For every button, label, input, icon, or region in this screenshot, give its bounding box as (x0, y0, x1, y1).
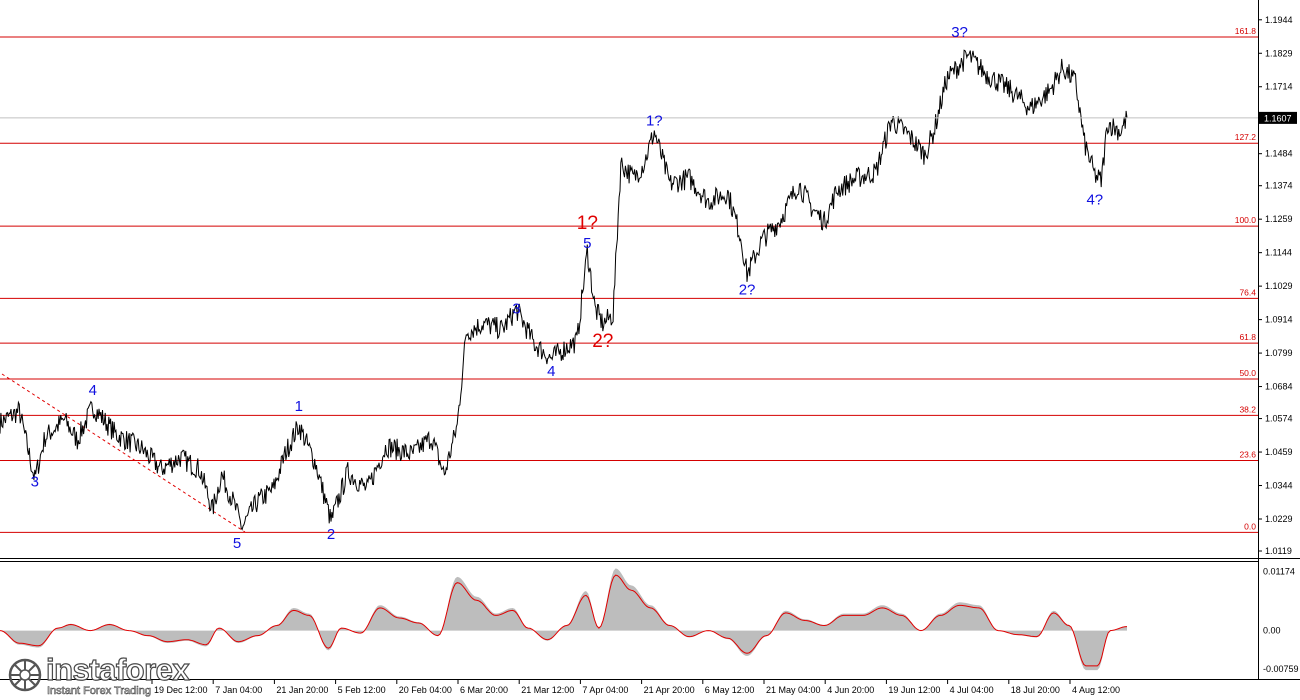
oscillator-signal-line (0, 574, 1128, 667)
oscillator-tick-label: 0.01174 (1263, 566, 1295, 576)
fib-level-label: 50.0 (1239, 368, 1256, 378)
price-tick-label: 1.0459 (1265, 447, 1293, 457)
fib-level-label: 38.2 (1239, 404, 1256, 414)
wave-label: 1? (646, 113, 663, 130)
trendline (1, 373, 246, 533)
current-price-tag (1259, 111, 1297, 124)
price-tick-label: 1.1944 (1265, 15, 1293, 25)
time-tick-label: 6 May 12:00 (705, 685, 755, 695)
wave-label: 5 (233, 535, 241, 552)
fib-level-label: 127.2 (1235, 132, 1257, 142)
price-series (0, 49, 1128, 531)
dashed-trendline (1, 373, 246, 533)
time-tick-label: 4 Jul 04:00 (950, 685, 994, 695)
price-tick-label: 1.1144 (1265, 248, 1292, 258)
time-tick-label: 19 Jun 12:00 (888, 685, 940, 695)
price-tick-label: 1.1714 (1265, 82, 1293, 92)
wave-label: 3? (951, 24, 968, 41)
wave-label: 1? (577, 213, 598, 234)
price-tick-label: 1.0914 (1265, 315, 1293, 325)
time-tick-label: 7 Jan 04:00 (215, 685, 262, 695)
time-tick-label: 7 Apr 04:00 (582, 685, 628, 695)
oscillator-tick-label: 0.00 (1263, 626, 1281, 636)
price-tick-label: 1.1259 (1265, 214, 1293, 224)
price-tick-label: 1.0119 (1265, 546, 1292, 556)
price-tick-label: 1.0574 (1265, 414, 1293, 424)
wave-label: 1 (295, 398, 303, 415)
wave-label: 2? (592, 331, 613, 352)
fib-level-label: 161.8 (1235, 26, 1257, 36)
price-tick-label: 1.1374 (1265, 181, 1293, 191)
instaforex-logo-icon (8, 658, 42, 692)
time-tick-label: 4 Jun 20:00 (827, 685, 874, 695)
oscillator-histogram (0, 568, 1127, 671)
fib-level-label: 76.4 (1239, 287, 1256, 297)
fib-level-label: 100.0 (1235, 215, 1257, 225)
price-tick-label: 1.0799 (1265, 348, 1293, 358)
price-tick-label: 1.0344 (1265, 481, 1293, 491)
fib-level-label: 61.8 (1239, 332, 1256, 342)
wave-label: 3 (512, 300, 520, 317)
time-tick-label: 21 Jan 20:00 (276, 685, 328, 695)
logo-wordmark: instaforex (45, 651, 190, 687)
price-tick-label: 1.0229 (1265, 514, 1293, 524)
wave-label: 4? (1086, 191, 1103, 208)
oscillator-series (0, 568, 1128, 671)
wave-label: 4 (547, 363, 555, 380)
time-tick-label: 21 May 04:00 (766, 685, 821, 695)
time-tick-label: 6 Mar 20:00 (460, 685, 508, 695)
wave-label: 4 (89, 382, 97, 399)
time-tick-label: 21 Mar 12:00 (521, 685, 574, 695)
price-tick-label: 1.1829 (1265, 48, 1293, 58)
instaforex-logo: instaforex Instant Forex Trading (0, 651, 190, 700)
current-price-label: 1.1607 (1264, 113, 1292, 123)
time-tick-label: 5 Feb 12:00 (338, 685, 386, 695)
fibonacci-levels: 0.0 23.6 38.2 50.0 61.8 76.4 100.0 127.2 161.8 (0, 26, 1258, 533)
oscillator-tick-label: -0.00759 (1263, 664, 1299, 674)
time-tick-label: 18 Jul 20:00 (1011, 685, 1060, 695)
fib-level-label: 23.6 (1239, 449, 1256, 459)
logo-tagline: Instant Forex Trading (47, 685, 152, 698)
wave-label: 5 (583, 235, 591, 252)
time-tick-label: 19 Dec 12:00 (154, 685, 208, 695)
time-tick-label: 20 Feb 04:00 (399, 685, 452, 695)
price-tick-label: 1.1029 (1265, 281, 1293, 291)
wave-label: 2? (739, 282, 756, 299)
price-tick-label: 1.0684 (1265, 382, 1293, 392)
fib-level-label: 0.0 (1244, 521, 1256, 531)
price-line (0, 49, 1128, 531)
time-tick-label: 4 Aug 12:00 (1072, 685, 1120, 695)
wave-label: 3 (31, 474, 39, 491)
time-tick-label: 21 Apr 20:00 (644, 685, 695, 695)
wave-label: 2 (327, 526, 335, 543)
price-tick-label: 1.1484 (1265, 149, 1293, 159)
